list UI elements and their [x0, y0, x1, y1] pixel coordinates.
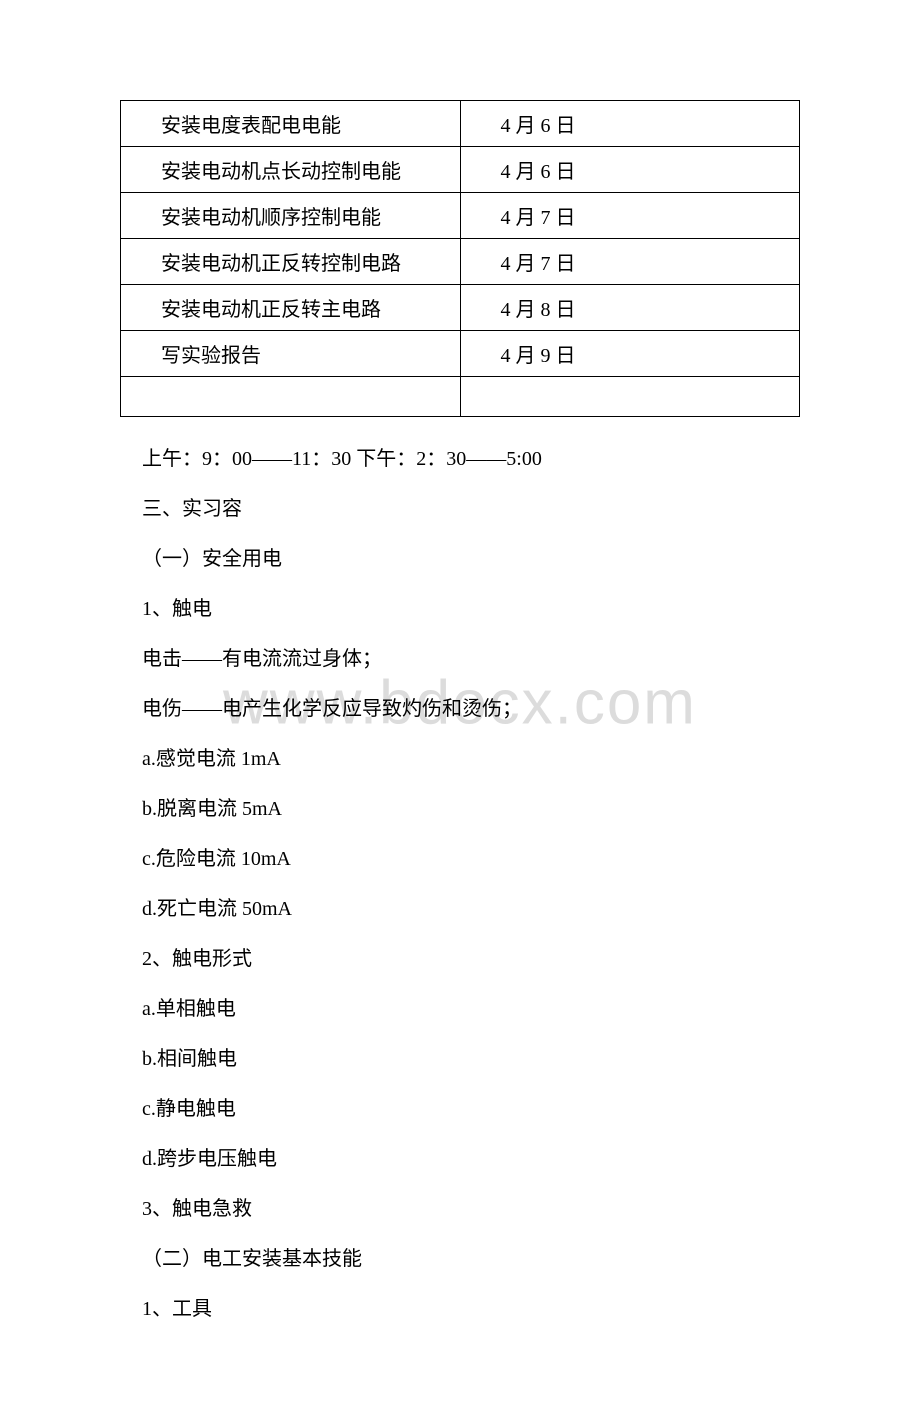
body-text: a.单相触电	[120, 995, 800, 1023]
table-cell: 写实验报告	[121, 331, 461, 377]
schedule-table: 安装电度表配电电能 4 月 6 日 安装电动机点长动控制电能 4 月 6 日 安…	[120, 100, 800, 417]
item-2-heading: 2、触电形式	[120, 945, 800, 973]
table-cell: 安装电动机正反转主电路	[121, 285, 461, 331]
table-cell: 安装电度表配电电能	[121, 101, 461, 147]
table-row: 安装电动机正反转控制电路 4 月 7 日	[121, 239, 800, 285]
table-cell: 4 月 7 日	[460, 239, 800, 285]
table-cell: 4 月 6 日	[460, 147, 800, 193]
table-cell: 安装电动机顺序控制电能	[121, 193, 461, 239]
table-row: 写实验报告 4 月 9 日	[121, 331, 800, 377]
schedule-time-text: 上午：9：00——11：30 下午：2：30——5:00	[120, 445, 800, 473]
table-row: 安装电动机正反转主电路 4 月 8 日	[121, 285, 800, 331]
table-cell: 安装电动机点长动控制电能	[121, 147, 461, 193]
body-text: d.死亡电流 50mA	[120, 895, 800, 923]
table-cell	[121, 377, 461, 417]
section-one-heading: （一）安全用电	[120, 545, 800, 573]
heading-three: 三、实习容	[120, 495, 800, 523]
body-text: b.脱离电流 5mA	[120, 795, 800, 823]
body-text: b.相间触电	[120, 1045, 800, 1073]
table-cell: 4 月 6 日	[460, 101, 800, 147]
body-text: 电伤——电产生化学反应导致灼伤和烫伤；	[120, 695, 800, 723]
table-cell: 安装电动机正反转控制电路	[121, 239, 461, 285]
body-text: a.感觉电流 1mA	[120, 745, 800, 773]
body-text: 电击——有电流流过身体；	[120, 645, 800, 673]
section-two-heading: （二）电工安装基本技能	[120, 1245, 800, 1273]
table-row	[121, 377, 800, 417]
item-1-heading: 1、触电	[120, 595, 800, 623]
body-text: c.静电触电	[120, 1095, 800, 1123]
body-text: d.跨步电压触电	[120, 1145, 800, 1173]
document-content: 安装电度表配电电能 4 月 6 日 安装电动机点长动控制电能 4 月 6 日 安…	[120, 100, 800, 1323]
table-cell: 4 月 9 日	[460, 331, 800, 377]
item-1b-heading: 1、工具	[120, 1295, 800, 1323]
body-text: c.危险电流 10mA	[120, 845, 800, 873]
table-row: 安装电度表配电电能 4 月 6 日	[121, 101, 800, 147]
table-row: 安装电动机顺序控制电能 4 月 7 日	[121, 193, 800, 239]
table-cell: 4 月 8 日	[460, 285, 800, 331]
table-row: 安装电动机点长动控制电能 4 月 6 日	[121, 147, 800, 193]
table-cell	[460, 377, 800, 417]
item-3-heading: 3、触电急救	[120, 1195, 800, 1223]
table-cell: 4 月 7 日	[460, 193, 800, 239]
